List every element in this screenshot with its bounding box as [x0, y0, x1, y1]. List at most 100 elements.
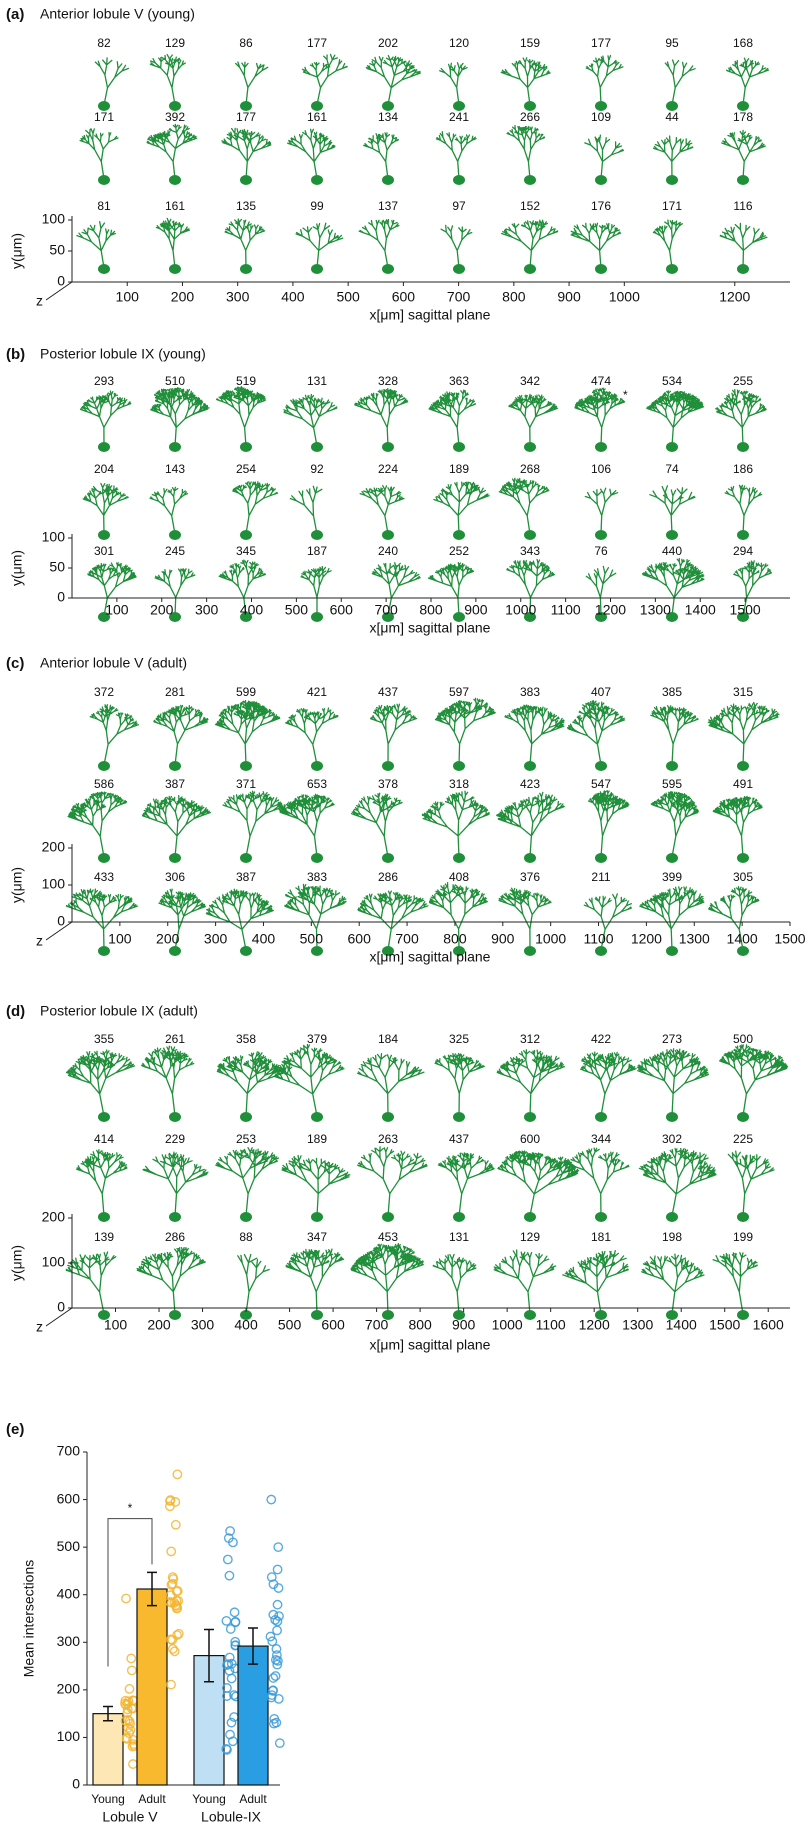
x-tick-label: 200 [147, 1317, 171, 1333]
neuron-dendrites [217, 1052, 283, 1116]
y-axis-label: y(μm) [9, 233, 25, 269]
cell-intersections: 600 [520, 1132, 540, 1146]
cell-intersections: 491 [733, 777, 753, 791]
cell-intersections: 385 [662, 685, 682, 699]
neuron-soma [453, 530, 465, 540]
neuron [499, 478, 548, 540]
neuron-dendrites [355, 389, 408, 447]
cell-intersections: 387 [165, 777, 185, 791]
x-tick-label: 500 [336, 289, 360, 305]
neuron-soma [524, 853, 536, 863]
cell-point [173, 1470, 181, 1478]
bar [137, 1589, 167, 1785]
neuron [296, 223, 343, 274]
neuron-dendrites [364, 133, 399, 179]
neuron-dendrites [494, 1250, 555, 1314]
neuron-dendrites [366, 56, 420, 105]
neuron-soma [169, 1212, 181, 1222]
cell-intersections: 286 [378, 870, 398, 884]
neuron [585, 135, 624, 185]
neuron-soma [240, 1212, 252, 1222]
x-tick-label: 800 [502, 289, 526, 305]
neuron [438, 1153, 494, 1222]
x-tick-label: 700 [374, 602, 398, 618]
neuron-dendrites [147, 124, 197, 179]
cell-intersections: 372 [94, 685, 114, 699]
cell-intersections: 347 [307, 1230, 327, 1244]
neuron-dendrites [150, 487, 187, 534]
x-tick-label: 900 [452, 1317, 476, 1333]
cell-intersections: 255 [733, 374, 753, 388]
neuron-soma [524, 264, 536, 274]
neuron-soma [737, 1212, 749, 1222]
y-tick-label: 50 [49, 559, 65, 575]
panel-title: Anterior lobule V (adult) [40, 655, 187, 671]
cell-intersections: 273 [662, 1032, 682, 1046]
neuron-dendrites [436, 698, 496, 765]
neuron [275, 1045, 344, 1123]
neuron-dendrites [571, 223, 620, 268]
neuron-dendrites [77, 222, 115, 268]
cell-intersections: 44 [665, 110, 679, 124]
y-tick-label: 0 [57, 913, 65, 929]
neuron [279, 794, 334, 863]
cell-intersections: 171 [94, 110, 114, 124]
neuron [360, 486, 404, 540]
neuron-soma [169, 264, 181, 274]
neuron-dendrites [568, 701, 625, 765]
cell-intersections: 92 [310, 462, 324, 476]
neuron-dendrites [720, 223, 767, 268]
cell-intersections: 595 [662, 777, 682, 791]
neuron [217, 387, 266, 452]
cell-intersections: 344 [591, 1132, 611, 1146]
cell-point [274, 1543, 282, 1551]
y-tick-label: 100 [42, 529, 66, 545]
cell-intersections: 383 [520, 685, 540, 699]
cell-intersections: 106 [591, 462, 611, 476]
cell-intersections: 204 [94, 462, 114, 476]
cell-intersections: 414 [94, 1132, 114, 1146]
cell-point [167, 1680, 175, 1688]
cell-intersections: 168 [733, 36, 753, 50]
neuron [571, 223, 620, 274]
x-tick-label: 400 [234, 1317, 258, 1333]
neuron-soma [453, 853, 465, 863]
cell-intersections: 129 [520, 1230, 540, 1244]
cell-intersections: 240 [378, 544, 398, 558]
y-axis-label: Mean intersections [21, 1560, 37, 1678]
y-tick-label: 600 [57, 1490, 81, 1506]
neuron-soma [382, 530, 394, 540]
x-tick-label: 1500 [709, 1317, 740, 1333]
cell-intersections: 161 [165, 199, 185, 213]
z-axis-label: z [36, 933, 43, 949]
cell-intersections: 135 [236, 199, 256, 213]
x-tick-label: 500 [278, 1317, 302, 1333]
neuron [665, 60, 695, 111]
cell-point [273, 1601, 281, 1609]
panel-label: (e) [6, 1421, 24, 1438]
x-tick-label: 100 [116, 289, 140, 305]
neuron-dendrites [222, 128, 271, 179]
neuron-dendrites [566, 1148, 629, 1216]
cell-point [231, 1618, 239, 1626]
neuron [433, 1255, 476, 1321]
neuron-soma [595, 761, 607, 771]
neuron-dendrites [728, 1151, 774, 1216]
neuron-soma [98, 946, 110, 956]
cell-intersections: 152 [520, 199, 540, 213]
y-tick-label: 100 [42, 876, 66, 892]
y-tick-label: 300 [57, 1633, 81, 1649]
cell-intersections: 407 [591, 685, 611, 699]
neuron-dendrites [665, 60, 695, 105]
neuron [720, 223, 767, 274]
neuron-dendrites [708, 703, 779, 766]
neuron [371, 704, 417, 771]
neuron-dendrites [497, 1050, 564, 1116]
cell-intersections: 76 [594, 544, 608, 558]
y-tick-label: 200 [42, 1209, 66, 1225]
neuron [284, 395, 337, 453]
neuron-dendrites [77, 1150, 127, 1216]
neuron-dendrites [713, 797, 762, 858]
cell-intersections: 294 [733, 544, 753, 558]
neuron [642, 1254, 704, 1320]
